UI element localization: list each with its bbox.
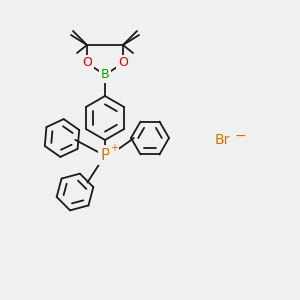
Text: B: B bbox=[101, 68, 109, 82]
Text: O: O bbox=[118, 56, 128, 70]
Text: +: + bbox=[110, 143, 118, 153]
Text: O: O bbox=[82, 56, 92, 70]
Text: P: P bbox=[100, 148, 109, 163]
Text: −: − bbox=[234, 129, 246, 143]
Text: Br: Br bbox=[214, 133, 230, 147]
